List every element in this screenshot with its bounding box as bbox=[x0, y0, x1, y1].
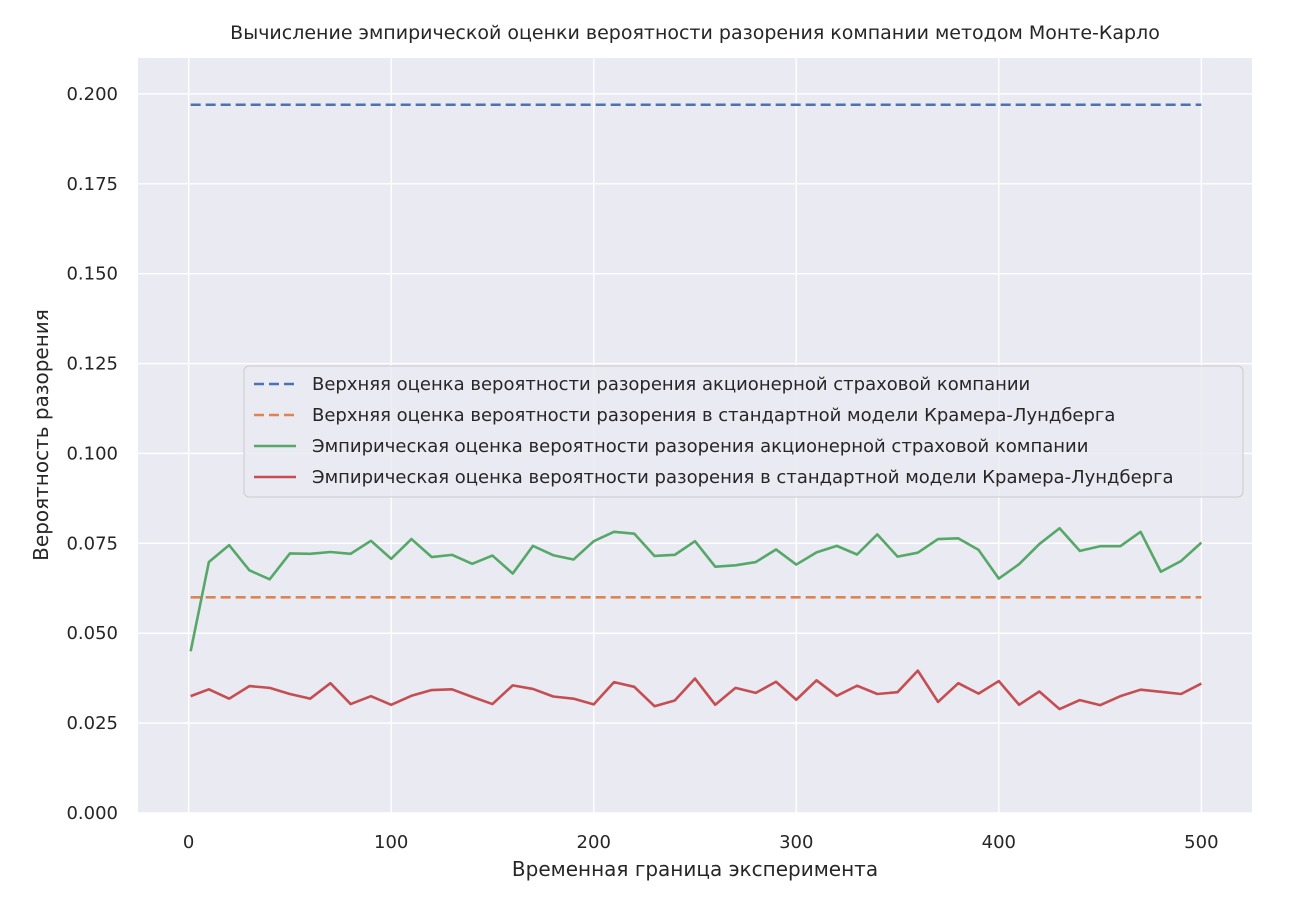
series-layer bbox=[189, 103, 1203, 711]
x-tick-label: 100 bbox=[374, 832, 408, 853]
legend-label: Эмпирическая оценка вероятности разорени… bbox=[312, 467, 1174, 488]
y-tick-label: 0.075 bbox=[66, 533, 118, 554]
x-tick-label: 400 bbox=[982, 832, 1016, 853]
y-axis-label: Вероятность разорения bbox=[29, 309, 53, 561]
x-tick-label: 0 bbox=[183, 832, 194, 853]
y-tick-label: 0.000 bbox=[66, 803, 118, 824]
y-tick-label: 0.025 bbox=[66, 713, 118, 734]
chart-title: Вычисление эмпирической оценки вероятнос… bbox=[230, 22, 1160, 44]
series-line-4 bbox=[190, 669, 1202, 711]
y-axis-ticks: 0.000 0.025 0.050 0.075 0.100 0.125 0.150 0.175… bbox=[66, 84, 118, 824]
series-line-3 bbox=[189, 526, 1203, 652]
legend-label: Верхняя оценка вероятности разорения в с… bbox=[312, 405, 1115, 426]
y-tick-label: 0.125 bbox=[66, 354, 118, 375]
x-tick-label: 200 bbox=[577, 832, 611, 853]
x-tick-label: 500 bbox=[1184, 832, 1218, 853]
legend-label: Эмпирическая оценка вероятности разорени… bbox=[312, 436, 1088, 457]
y-tick-label: 0.175 bbox=[66, 174, 118, 195]
x-axis-ticks: 0 100 200 300 400 500 bbox=[183, 832, 1219, 853]
x-axis-label: Временная граница эксперимента bbox=[512, 857, 878, 881]
legend: Верхняя оценка вероятности разорения акц… bbox=[243, 365, 1244, 498]
y-tick-label: 0.100 bbox=[66, 443, 118, 464]
y-tick-label: 0.150 bbox=[66, 264, 118, 285]
legend-label: Верхняя оценка вероятности разорения акц… bbox=[312, 374, 1030, 395]
legend-frame bbox=[243, 365, 1244, 498]
y-tick-label: 0.050 bbox=[66, 623, 118, 644]
x-tick-label: 300 bbox=[779, 832, 813, 853]
y-tick-label: 0.200 bbox=[66, 84, 118, 105]
